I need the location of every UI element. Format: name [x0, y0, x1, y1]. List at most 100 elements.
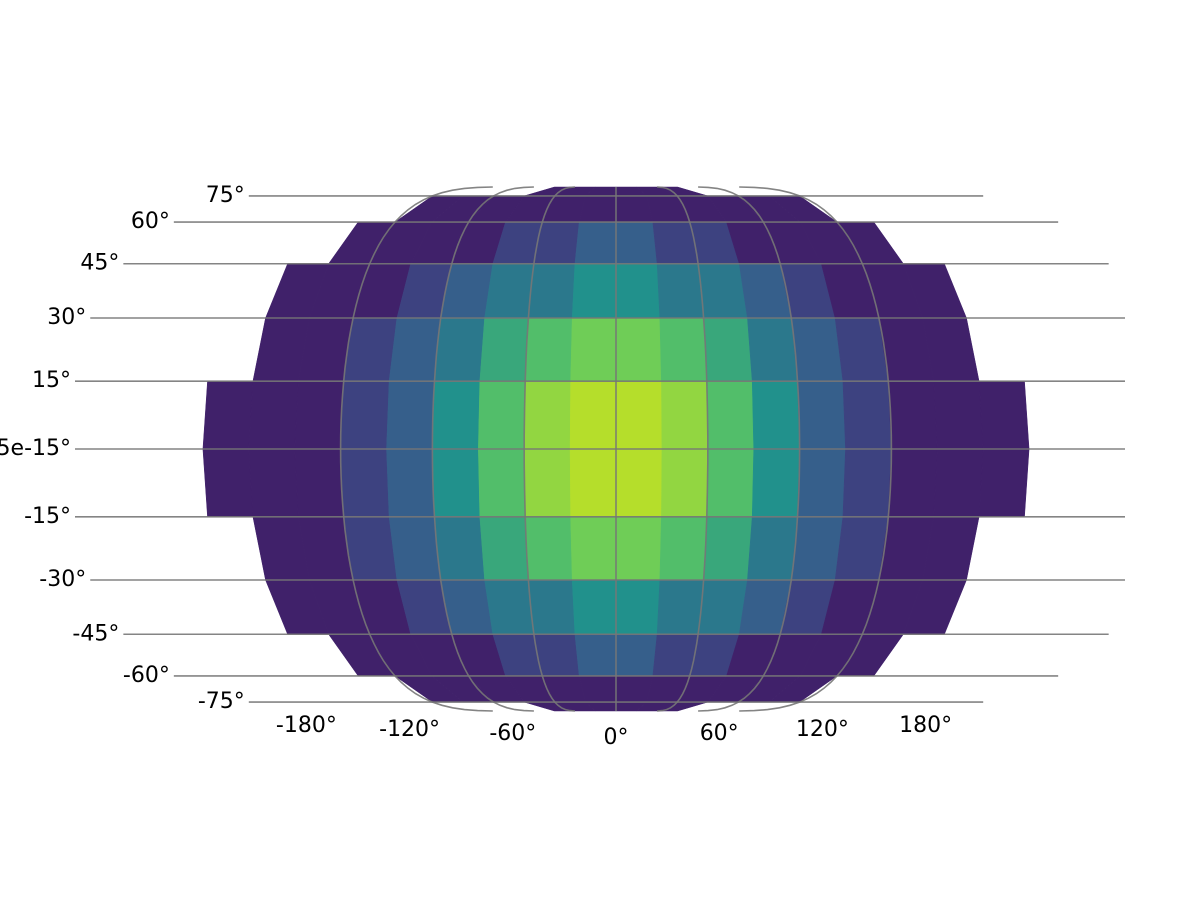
heat-cell	[478, 380, 526, 450]
y-tick-label: -30°	[39, 567, 86, 592]
heat-cell	[842, 380, 892, 450]
heat-cell	[697, 263, 748, 319]
heat-cell	[248, 448, 299, 518]
heat-cell	[479, 317, 529, 382]
y-tick-label: 75°	[206, 183, 245, 208]
heat-cell	[528, 263, 576, 319]
meridian	[523, 186, 575, 712]
heat-cell	[479, 516, 529, 581]
heat-cell	[578, 675, 617, 703]
heat-cell	[703, 516, 753, 581]
heat-cell	[340, 380, 390, 450]
heat-cell	[388, 516, 441, 581]
heat-cell	[524, 516, 573, 581]
heat-cell	[484, 263, 535, 319]
heat-cell	[615, 263, 661, 319]
x-tick-label: 0°	[604, 725, 629, 750]
x-tick-label: 60°	[700, 721, 739, 746]
heat-cell	[574, 634, 617, 677]
heat-cell	[570, 516, 617, 581]
heat-cell	[659, 516, 708, 581]
heat-cell	[388, 317, 441, 382]
y-tick-label: 15°	[32, 368, 71, 393]
heat-cell	[751, 380, 800, 450]
heat-cell	[569, 448, 617, 518]
y-tick-label: -60°	[123, 663, 170, 688]
tick-labels: 75°60°45°30°15°1.25e-15°-15°-30°-45°-60°…	[0, 183, 952, 750]
heat-cell	[661, 448, 709, 518]
heat-cell	[697, 579, 748, 635]
heat-cell	[615, 221, 658, 264]
heat-cell	[703, 317, 753, 382]
x-tick-label: -60°	[489, 721, 536, 746]
heat-cell	[523, 448, 571, 518]
heat-cell	[747, 516, 798, 581]
heat-cell	[523, 380, 571, 450]
heat-cell	[615, 516, 662, 581]
heat-cell	[615, 380, 663, 450]
heat-cell	[888, 448, 938, 518]
heat-cell	[888, 380, 938, 450]
heat-cell	[386, 448, 435, 518]
meridian	[739, 186, 893, 712]
heat-cell	[432, 380, 481, 450]
heat-cell	[484, 579, 535, 635]
heat-cell	[751, 448, 800, 518]
heat-cell	[659, 317, 708, 382]
y-tick-label: 30°	[47, 305, 86, 330]
heat-cell	[661, 380, 709, 450]
meridian	[698, 186, 801, 712]
heat-cell	[571, 263, 617, 319]
y-tick-label: 1.25e-15°	[0, 436, 71, 461]
heat-cell	[791, 317, 844, 382]
meridian	[657, 186, 709, 712]
heat-cell	[615, 448, 663, 518]
heat-cell	[432, 448, 481, 518]
heat-cell	[797, 380, 846, 450]
heat-cell	[574, 221, 617, 264]
heat-cell	[569, 380, 617, 450]
y-tick-label: -15°	[24, 504, 71, 529]
heat-cell	[294, 380, 344, 450]
y-tick-label: -45°	[72, 621, 119, 646]
heat-cell	[842, 448, 892, 518]
heat-cell	[656, 263, 704, 319]
heat-cell	[434, 516, 485, 581]
x-tick-label: 180°	[899, 713, 952, 738]
heat-cell	[202, 380, 254, 450]
x-tick-label: -180°	[276, 713, 337, 738]
y-tick-label: 60°	[131, 209, 170, 234]
heat-cell	[202, 448, 254, 518]
y-tick-label: 45°	[80, 251, 119, 276]
x-tick-label: 120°	[796, 717, 849, 742]
heat-cell	[978, 448, 1030, 518]
heat-cell	[933, 380, 984, 450]
heat-cell	[933, 448, 984, 518]
heat-cell	[706, 380, 754, 450]
heat-cell	[571, 579, 617, 635]
heat-cell	[615, 579, 661, 635]
heat-cell	[570, 317, 617, 382]
meridian	[339, 186, 493, 712]
x-tick-label: -120°	[379, 717, 440, 742]
heat-cell	[478, 448, 526, 518]
heat-cell	[615, 634, 658, 677]
heat-cell	[578, 195, 617, 223]
heat-cell	[386, 380, 435, 450]
heat-cell	[797, 448, 846, 518]
meridian	[431, 186, 534, 712]
heat-cell	[340, 448, 390, 518]
heat-cell	[791, 516, 844, 581]
heat-cell	[747, 317, 798, 382]
heat-cell	[706, 448, 754, 518]
heat-cell	[656, 579, 704, 635]
heat-cell	[615, 317, 662, 382]
heat-cell	[978, 380, 1030, 450]
heat-cell	[248, 380, 299, 450]
heat-cell	[294, 448, 344, 518]
y-tick-label: -75°	[198, 689, 245, 714]
graticule	[75, 186, 1125, 712]
heat-cell	[528, 579, 576, 635]
